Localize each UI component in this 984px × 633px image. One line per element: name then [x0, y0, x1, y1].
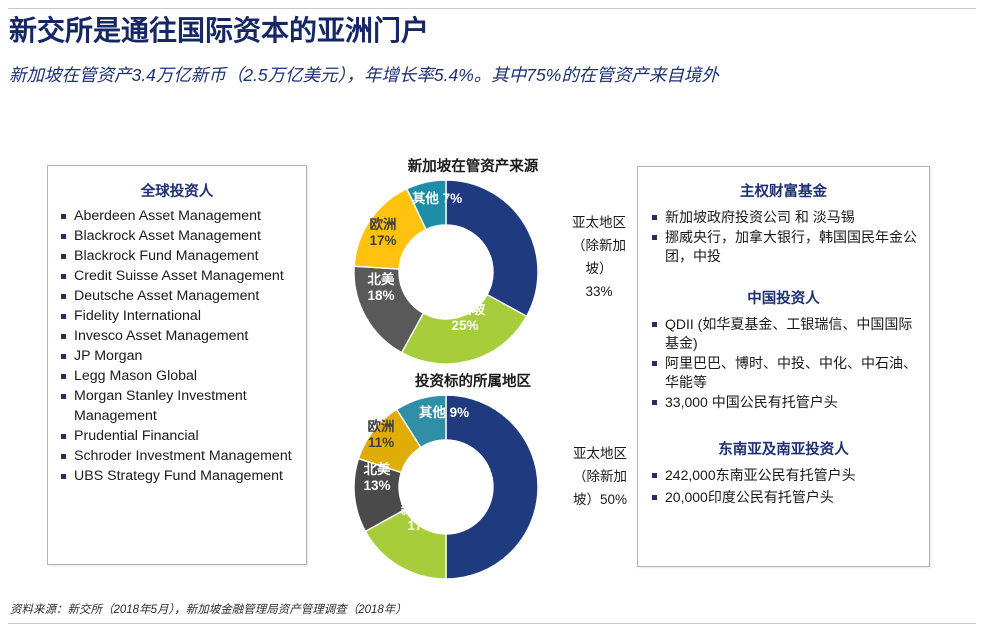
- list-item: Blackrock Fund Management: [57, 247, 301, 267]
- list-item: Prudential Financial: [57, 427, 301, 447]
- list-item: Invesco Asset Management: [57, 327, 301, 347]
- list-item: Fidelity International: [57, 307, 301, 327]
- list-item: JP Morgan: [57, 347, 301, 367]
- aum-source-donut: 新加坡 25% 北美 18% 欧洲 17% 其他 7% 亚太地区 （除新加 坡） 33%: [346, 177, 626, 367]
- slice-label-outside: 亚太地区 （除新加 坡）50%: [572, 446, 628, 507]
- list-item: 242,000东南亚公民有托管户头: [648, 466, 919, 485]
- slice-label-outside: 亚太地区 （除新加 坡） 33%: [572, 215, 626, 299]
- list-item: QDII (如华夏基金、工银瑞信、中国国际基金): [648, 315, 919, 353]
- global-investors-list: Aberdeen Asset Management Blackrock Asset…: [57, 207, 301, 486]
- donut-slice: [395, 394, 447, 449]
- asia-investors-panel: 主权财富基金 新加坡政府投资公司 和 淡马锡 挪威央行，加拿大银行，韩国国民年金公…: [637, 166, 930, 567]
- donut-slice: [445, 179, 539, 318]
- global-investors-heading: 全球投资人: [140, 184, 214, 200]
- list-item: 阿里巴巴、博时、中投、中化、中石油、华能等: [648, 354, 919, 392]
- china-investors-heading: 中国投资人: [747, 291, 820, 307]
- global-investors-panel: 全球投资人 Aberdeen Asset Management Blackrock…: [47, 165, 307, 565]
- donut-slice: [400, 293, 528, 365]
- list-item: Deutsche Asset Management: [57, 287, 301, 307]
- list-item: Blackrock Asset Management: [57, 227, 301, 247]
- list-item: Legg Mason Global: [57, 367, 301, 387]
- investment-region-donut: 新加坡 17% 北美 13% 欧洲 11% 其他 9% 亚太地区 （除新加 坡）50%: [346, 392, 627, 582]
- sea-sa-investors-section: 东南亚及南亚投资人 242,000东南亚公民有托管户头 20,000印度公民有托管…: [648, 438, 919, 507]
- page-title: 新交所是通往国际资本的亚洲门户: [9, 15, 430, 46]
- aum-source-chart: 新加坡在管资产来源 新加坡 25% 北美 18% 欧洲 17% 其他 7% 亚太地区 （除新加坡…: [338, 155, 638, 370]
- sovereign-wealth-fund-heading: 主权财富基金: [740, 184, 827, 200]
- donut-svg: [353, 394, 539, 580]
- list-item: 新加坡政府投资公司 和 淡马锡: [648, 208, 919, 227]
- aum-source-chart-title: 新加坡在管资产来源: [407, 159, 539, 175]
- sovereign-wealth-fund-list: 新加坡政府投资公司 和 淡马锡 挪威央行，加拿大银行，韩国国民年金公团，中投: [648, 208, 919, 266]
- page-subtitle: 新加坡在管资产3.4万亿新币（2.5万亿美元），年增长率5.4%。其中75%的在…: [9, 65, 719, 85]
- header-divider: [8, 8, 976, 9]
- investment-region-chart-title: 投资标的所属地区: [415, 374, 531, 390]
- list-item: 挪威央行，加拿大银行，韩国国民年金公团，中投: [648, 228, 919, 266]
- donut-slice: [445, 394, 539, 580]
- list-item: 20,000印度公民有托管户头: [648, 488, 919, 507]
- sovereign-wealth-fund-section: 主权财富基金 新加坡政府投资公司 和 淡马锡 挪威央行，加拿大银行，韩国国民年金公…: [648, 180, 919, 266]
- list-item: Morgan Stanley Investment Management: [57, 387, 301, 426]
- footer-divider: [8, 623, 976, 624]
- investment-region-chart: 投资标的所属地区 新加坡 17% 北美 13% 欧洲 11% 其他 9% 亚太地区 （除新加 坡）…: [338, 370, 638, 585]
- china-investors-list: QDII (如华夏基金、工银瑞信、中国国际基金) 阿里巴巴、博时、中投、中化、中石…: [648, 315, 919, 412]
- list-item: Credit Suisse Asset Management: [57, 267, 301, 287]
- list-item: 33,000 中国公民有托管户头: [648, 393, 919, 412]
- list-item: Aberdeen Asset Management: [57, 207, 301, 227]
- list-item: Schroder Investment Management: [57, 447, 301, 467]
- sea-sa-investors-list: 242,000东南亚公民有托管户头 20,000印度公民有托管户头: [648, 466, 919, 507]
- source-note: 资料来源：新交所（2018年5月），新加坡金融管理局资产管理调查（2018年）: [10, 604, 407, 616]
- china-investors-section: 中国投资人 QDII (如华夏基金、工银瑞信、中国国际基金) 阿里巴巴、博时、中投…: [648, 287, 919, 412]
- donut-svg: [353, 179, 539, 365]
- list-item: UBS Strategy Fund Management: [57, 467, 301, 487]
- donut-slice: [405, 179, 447, 231]
- sea-sa-investors-heading: 东南亚及南亚投资人: [718, 442, 849, 458]
